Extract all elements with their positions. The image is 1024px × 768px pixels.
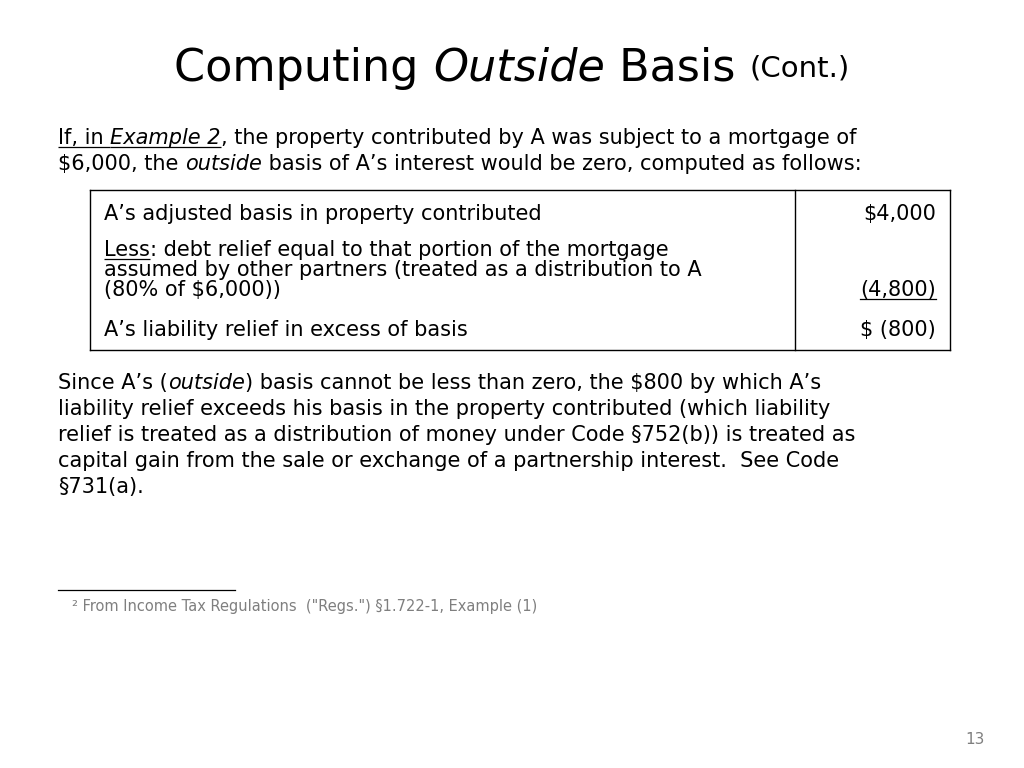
Text: $4,000: $4,000	[863, 204, 936, 224]
Text: outside: outside	[185, 154, 262, 174]
Text: , the property contributed by A was subject to a mortgage of: , the property contributed by A was subj…	[221, 128, 856, 148]
Text: outside: outside	[168, 373, 245, 393]
Text: : debt relief equal to that portion of the mortgage: : debt relief equal to that portion of t…	[150, 240, 669, 260]
Text: Example 2: Example 2	[111, 128, 221, 148]
Text: A’s liability relief in excess of basis: A’s liability relief in excess of basis	[104, 320, 468, 340]
Text: If, in: If, in	[58, 128, 111, 148]
Text: §731(a).: §731(a).	[58, 477, 143, 497]
Text: Basis: Basis	[605, 47, 750, 90]
Text: (80% of $6,000)): (80% of $6,000))	[104, 280, 281, 300]
Text: A’s adjusted basis in property contributed: A’s adjusted basis in property contribut…	[104, 204, 542, 224]
Text: ) basis cannot be less than zero, the $800 by which A’s: ) basis cannot be less than zero, the $8…	[245, 373, 821, 393]
Text: 13: 13	[966, 733, 985, 747]
Text: capital gain from the sale or exchange of a partnership interest.  See Code: capital gain from the sale or exchange o…	[58, 451, 839, 471]
Text: Outside: Outside	[433, 47, 605, 90]
Text: ² From Income Tax Regulations  ("Regs.") §1.722-1, Example (1): ² From Income Tax Regulations ("Regs.") …	[72, 598, 538, 614]
Text: relief is treated as a distribution of money under Code §752(b)) is treated as: relief is treated as a distribution of m…	[58, 425, 855, 445]
Text: basis of A’s interest would be zero, computed as follows:: basis of A’s interest would be zero, com…	[262, 154, 861, 174]
Text: (Cont.): (Cont.)	[750, 54, 850, 82]
Text: $6,000, the: $6,000, the	[58, 154, 185, 174]
Text: (4,800): (4,800)	[860, 280, 936, 300]
Text: liability relief exceeds his basis in the property contributed (which liability: liability relief exceeds his basis in th…	[58, 399, 830, 419]
Text: Since A’s (: Since A’s (	[58, 373, 168, 393]
Text: Less: Less	[104, 240, 150, 260]
Text: assumed by other partners (treated as a distribution to A: assumed by other partners (treated as a …	[104, 260, 701, 280]
Text: $ (800): $ (800)	[860, 320, 936, 340]
Text: Computing: Computing	[174, 47, 433, 90]
